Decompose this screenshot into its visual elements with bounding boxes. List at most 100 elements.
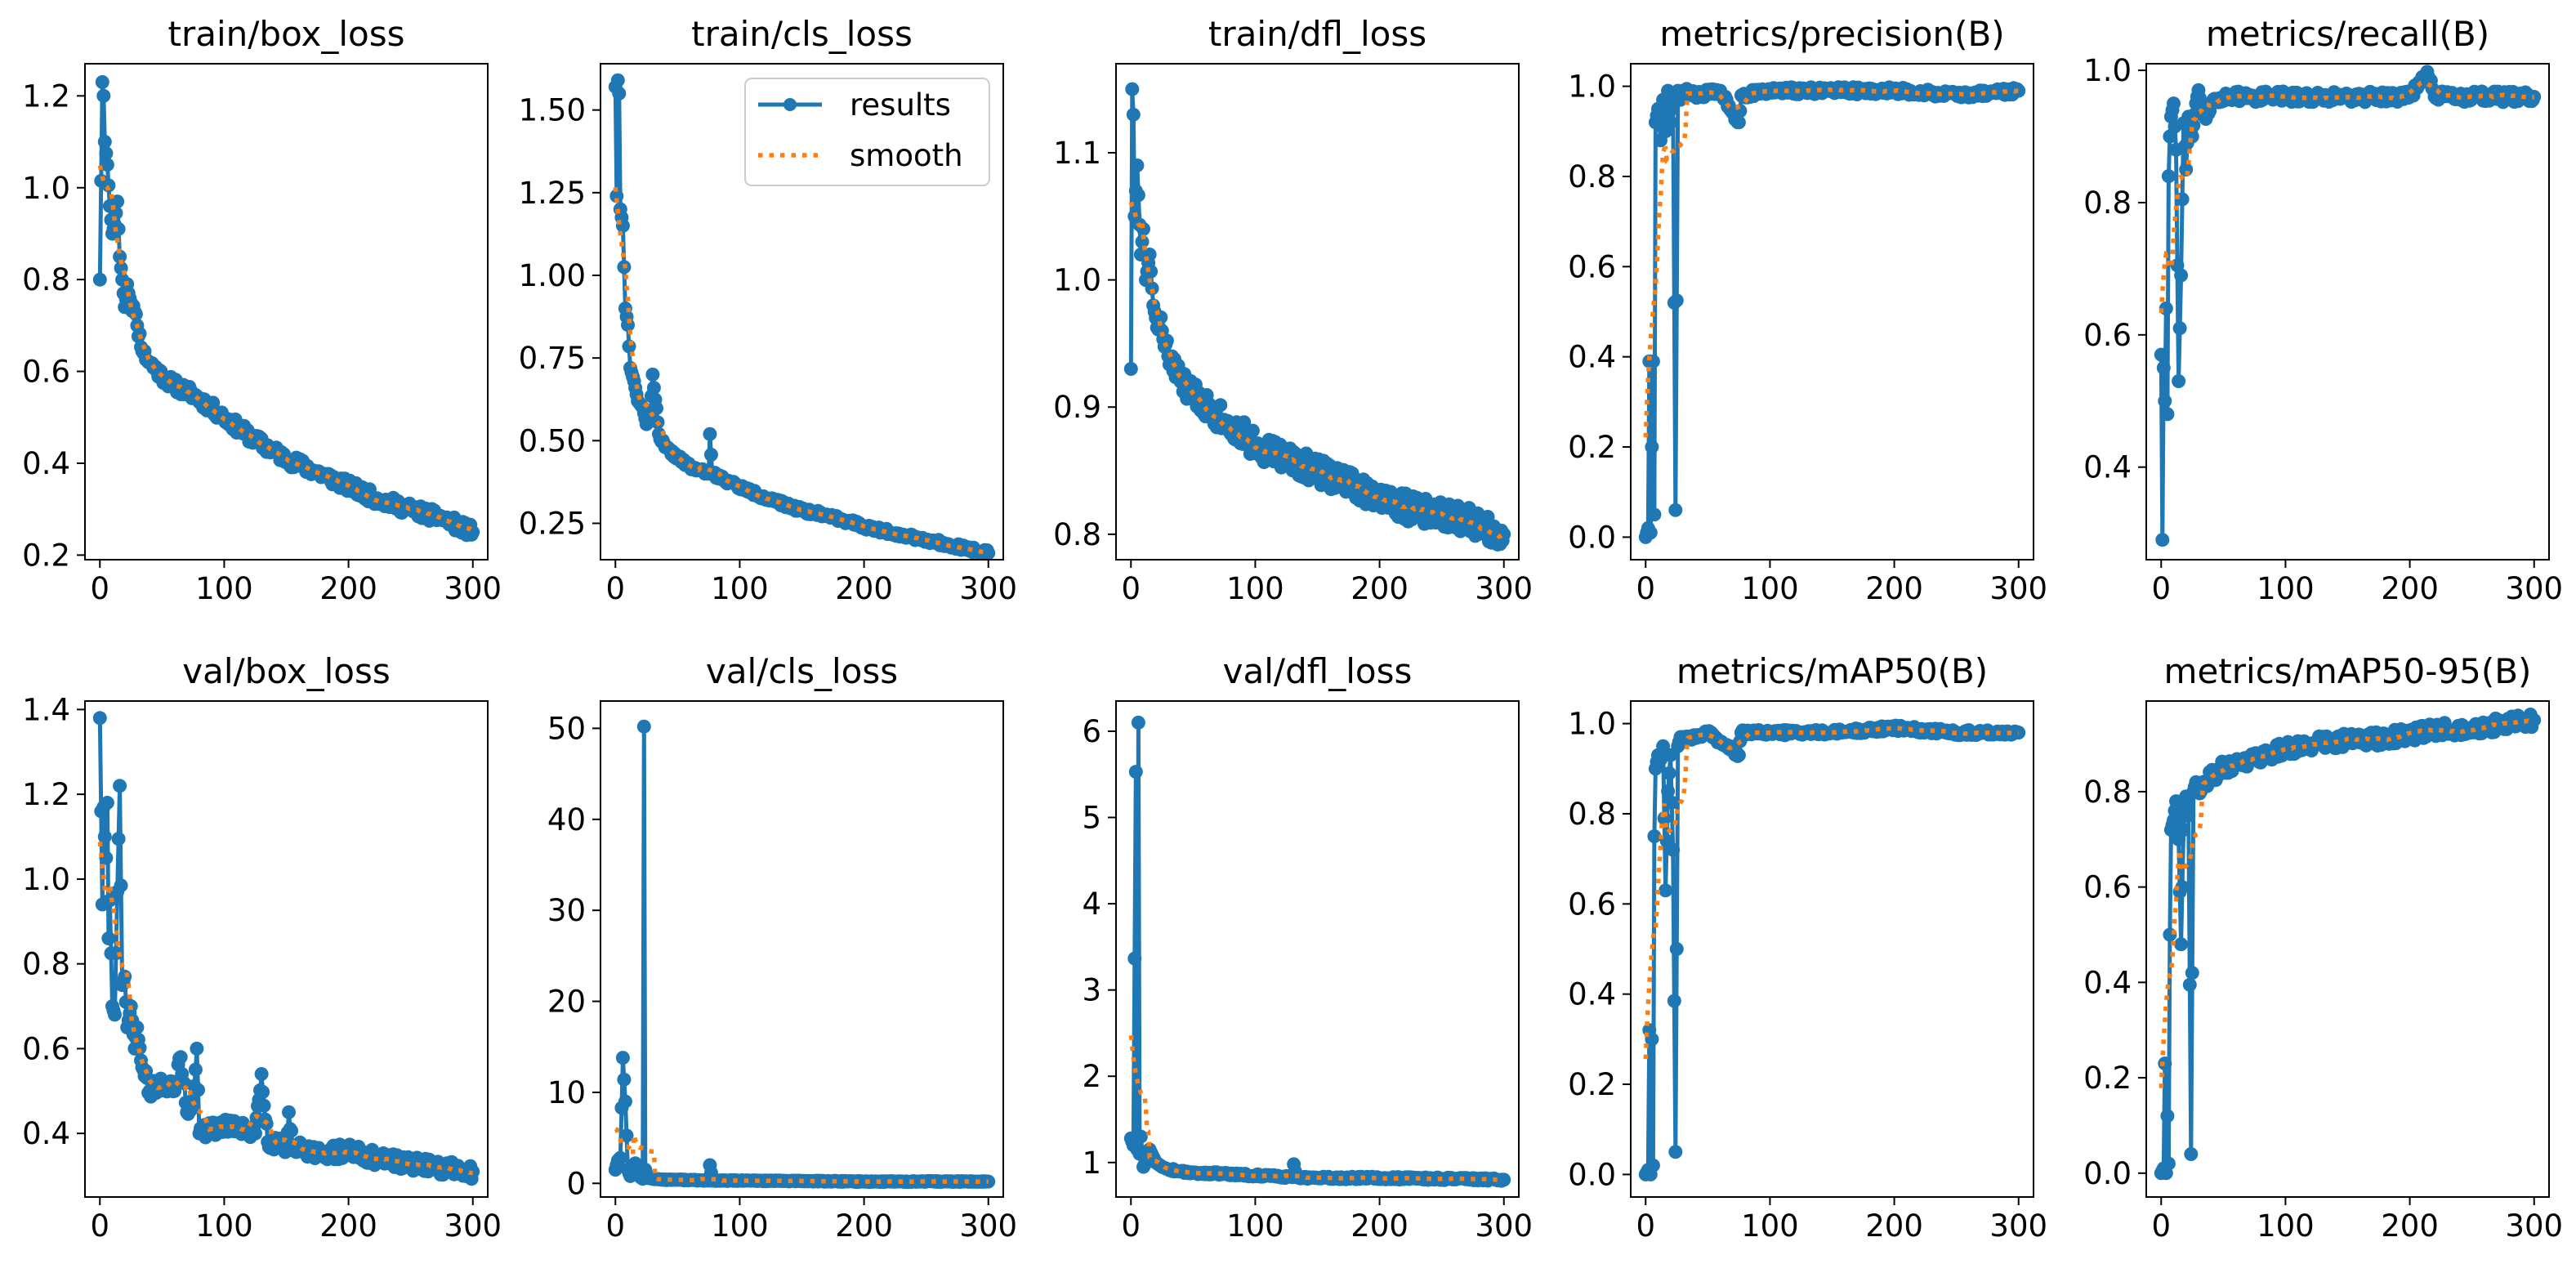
x-tick-label: 0	[2151, 571, 2171, 606]
results-point	[617, 1072, 632, 1087]
x-tick-label: 200	[835, 1208, 893, 1244]
x-tick-label: 100	[2257, 1208, 2315, 1244]
x-tick-label: 100	[195, 1208, 253, 1244]
subplot-title: metrics/precision(B)	[1659, 14, 2004, 54]
y-tick-label: 0.25	[519, 506, 586, 541]
y-tick-label: 0.6	[22, 1031, 70, 1066]
results-point	[2172, 374, 2186, 388]
results-point	[2527, 712, 2542, 727]
subplot-frame	[84, 63, 489, 561]
results-point	[1144, 264, 1159, 279]
plot-area	[608, 719, 996, 1190]
y-tick-label: 0.75	[519, 341, 586, 376]
y-tick-label: 0.4	[22, 1116, 70, 1151]
x-tick-label: 300	[2505, 571, 2563, 606]
results-point	[2185, 966, 2199, 980]
results-point	[2175, 192, 2190, 207]
results-point	[610, 73, 625, 87]
results-point	[257, 1098, 271, 1113]
y-tick-label: 0.4	[2083, 965, 2132, 1000]
results-point	[618, 1094, 632, 1109]
x-tick-label: 300	[2505, 1208, 2563, 1244]
results-point	[1126, 107, 1141, 122]
results-point	[981, 546, 996, 560]
plot-area	[608, 73, 996, 560]
results-point	[619, 1128, 634, 1143]
plot-area	[1123, 715, 1511, 1188]
subplot-title: metrics/recall(B)	[2206, 14, 2489, 54]
y-tick-label: 0.8	[1568, 797, 1616, 832]
results-point	[173, 1050, 188, 1065]
subplot-title: metrics/mAP50(B)	[1676, 651, 1988, 691]
x-tick-label: 300	[444, 1208, 502, 1244]
x-tick-label: 200	[1865, 1208, 1923, 1244]
results-point	[1131, 715, 1145, 730]
results-point	[113, 779, 127, 793]
results-point	[248, 1126, 262, 1141]
y-tick-label: 0.2	[22, 538, 70, 573]
results-point	[2174, 937, 2189, 952]
subplot-title: train/cls_loss	[691, 14, 913, 54]
x-tick-label: 0	[605, 571, 625, 606]
smooth-series-line	[2159, 718, 2535, 1088]
legend-smooth-label: smooth	[850, 138, 963, 173]
x-tick-label: 0	[90, 1208, 109, 1244]
results-point	[99, 146, 114, 161]
subplot-title: train/dfl_loss	[1208, 14, 1426, 54]
subplot-7: val/dfl_loss 0 100 200 300 1 2 3 4 5 6	[1082, 651, 1533, 1244]
y-tick-label: 0.0	[1568, 520, 1616, 555]
results-point	[1125, 82, 1140, 96]
results-point	[1123, 362, 1138, 376]
results-point	[2163, 927, 2177, 942]
results-point	[615, 1051, 630, 1065]
x-tick-label: 200	[319, 571, 377, 606]
smooth-series-line	[1643, 726, 2020, 1060]
subplot-8: metrics/mAP50(B) 0 100 200 300 0.0 0.2 0.4 0.6 0.…	[1568, 651, 2047, 1244]
results-point	[2172, 321, 2187, 336]
y-tick-label: 0.50	[519, 423, 586, 458]
x-tick-label: 100	[1226, 1208, 1284, 1244]
results-point	[97, 829, 112, 844]
subplot-2: train/dfl_loss 0 100 200 300 0.8 0.9 1.0 1.1	[1053, 14, 1533, 606]
y-tick-label: 2	[1082, 1059, 1101, 1094]
x-tick-label: 200	[2381, 571, 2439, 606]
y-tick-label: 30	[547, 893, 586, 928]
y-tick-label: 0.2	[1568, 1067, 1616, 1102]
x-tick-label: 300	[1989, 1208, 2047, 1244]
x-tick-label: 200	[319, 1208, 377, 1244]
results-point	[130, 1021, 145, 1034]
results-point	[2527, 90, 2542, 104]
results-point	[97, 135, 112, 149]
results-point	[2160, 407, 2175, 422]
smooth-series-line	[613, 186, 989, 556]
results-point	[636, 719, 651, 734]
x-tick-label: 0	[1636, 1208, 1655, 1244]
smooth-series-line	[614, 1127, 989, 1184]
legend-results-marker-swatch	[784, 98, 797, 111]
y-tick-label: 0.6	[22, 355, 70, 390]
y-tick-label: 5	[1082, 801, 1101, 836]
y-tick-label: 50	[547, 711, 586, 746]
results-point	[1643, 525, 1658, 540]
x-tick-label: 100	[1226, 571, 1284, 606]
results-point	[191, 1083, 205, 1097]
results-point	[1664, 101, 1679, 116]
y-tick-label: 0.4	[22, 446, 70, 481]
legend: results smooth	[744, 78, 990, 186]
subplot-frame	[1630, 700, 2034, 1198]
y-tick-label: 0.4	[1568, 977, 1616, 1012]
results-point	[101, 931, 116, 945]
y-tick-label: 0.8	[2083, 775, 2132, 810]
results-point	[2160, 1109, 2175, 1123]
plot-area	[2154, 65, 2542, 547]
y-tick-label: 0.0	[2083, 1156, 2132, 1191]
results-point	[92, 272, 107, 287]
results-point	[113, 249, 127, 264]
results-point	[108, 1007, 122, 1022]
results-point	[1664, 795, 1679, 810]
x-tick-label: 300	[1989, 571, 2047, 606]
results-point	[111, 221, 126, 236]
y-tick-label: 1.0	[1053, 263, 1101, 298]
y-tick-label: 1.1	[1053, 136, 1101, 171]
results-point	[2158, 1056, 2172, 1071]
